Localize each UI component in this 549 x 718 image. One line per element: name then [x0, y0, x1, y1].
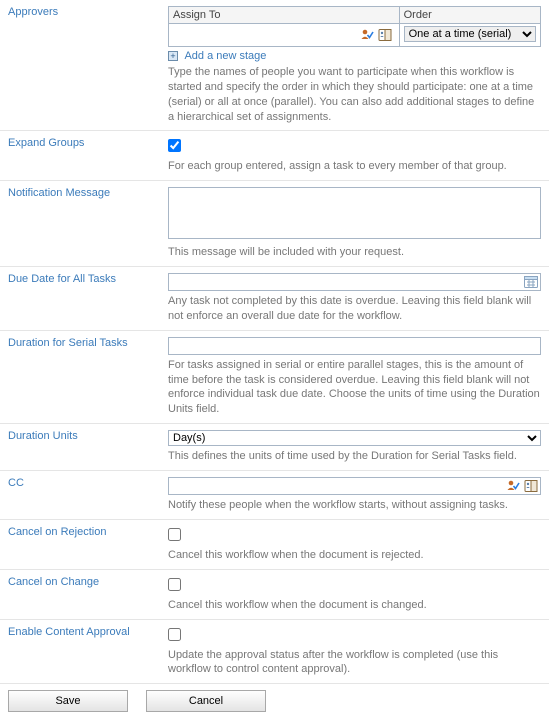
notification-textarea[interactable] — [168, 187, 541, 239]
expand-groups-label: Expand Groups — [0, 131, 160, 181]
cancel-rejection-label: Cancel on Rejection — [0, 519, 160, 569]
check-names-icon[interactable] — [359, 27, 375, 43]
approvers-table: Assign To Order — [168, 6, 541, 47]
cc-browse-people-icon[interactable] — [523, 478, 539, 494]
calendar-icon[interactable] — [523, 274, 539, 290]
assign-to-header: Assign To — [169, 7, 400, 24]
duration-serial-input[interactable] — [168, 337, 541, 355]
cc-check-names-icon[interactable] — [505, 478, 521, 494]
duration-serial-help: For tasks assigned in serial or entire p… — [168, 358, 541, 417]
notification-help: This message will be included with your … — [168, 245, 541, 260]
cancel-change-help: Cancel this workflow when the document i… — [168, 598, 541, 613]
duration-units-help: This defines the units of time used by t… — [168, 449, 541, 464]
duration-serial-label: Duration for Serial Tasks — [0, 330, 160, 423]
approvers-help: Type the names of people you want to par… — [168, 65, 541, 124]
notification-label: Notification Message — [0, 181, 160, 267]
add-stage-expand-icon[interactable]: + — [168, 51, 178, 61]
duration-units-select[interactable]: Day(s) — [168, 430, 541, 446]
cc-help: Notify these people when the workflow st… — [168, 498, 541, 513]
due-date-input[interactable] — [168, 273, 541, 291]
cancel-rejection-checkbox[interactable] — [168, 528, 181, 541]
cc-label: CC — [0, 470, 160, 519]
cancel-change-label: Cancel on Change — [0, 569, 160, 619]
save-button[interactable]: Save — [8, 690, 128, 712]
browse-people-icon[interactable] — [377, 27, 393, 43]
content-approval-help: Update the approval status after the wor… — [168, 648, 541, 678]
cancel-rejection-help: Cancel this workflow when the document i… — [168, 548, 541, 563]
add-stage-link[interactable]: Add a new stage — [184, 50, 266, 62]
order-header: Order — [399, 7, 540, 24]
expand-groups-checkbox[interactable] — [168, 139, 181, 152]
expand-groups-help: For each group entered, assign a task to… — [168, 159, 541, 174]
content-approval-label: Enable Content Approval — [0, 619, 160, 683]
duration-units-label: Duration Units — [0, 424, 160, 471]
order-select[interactable]: One at a time (serial) — [404, 26, 536, 42]
due-date-help: Any task not completed by this date is o… — [168, 294, 541, 324]
approvers-label: Approvers — [0, 0, 160, 131]
due-date-label: Due Date for All Tasks — [0, 267, 160, 331]
cc-input[interactable] — [168, 477, 541, 495]
content-approval-checkbox[interactable] — [168, 628, 181, 641]
cancel-button[interactable]: Cancel — [146, 690, 266, 712]
cancel-change-checkbox[interactable] — [168, 578, 181, 591]
